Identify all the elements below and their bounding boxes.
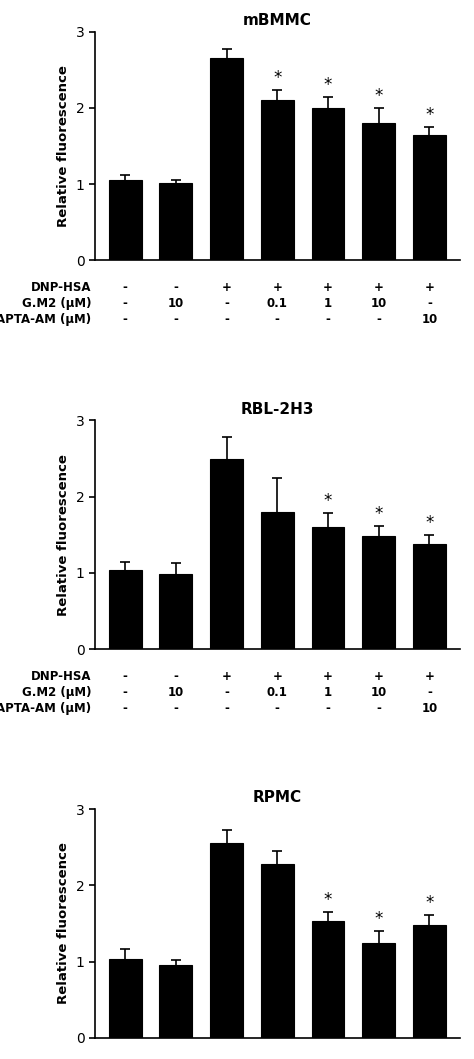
Text: *: * xyxy=(425,894,434,912)
Text: +: + xyxy=(273,670,282,683)
Bar xyxy=(210,843,243,1038)
Bar xyxy=(413,925,446,1038)
Text: 10: 10 xyxy=(371,298,387,310)
Text: -: - xyxy=(326,313,330,326)
Text: -: - xyxy=(427,298,432,310)
Text: -: - xyxy=(123,313,128,326)
Text: +: + xyxy=(424,670,434,683)
Bar xyxy=(311,921,345,1038)
Text: +: + xyxy=(424,282,434,294)
Text: BAPTA-AM (μM): BAPTA-AM (μM) xyxy=(0,313,91,326)
Text: 10: 10 xyxy=(168,686,184,699)
Text: -: - xyxy=(275,313,280,326)
Bar xyxy=(311,108,345,261)
Bar xyxy=(362,536,395,649)
Title: mBMMC: mBMMC xyxy=(243,13,312,28)
Text: 10: 10 xyxy=(421,702,438,715)
Text: -: - xyxy=(224,298,229,310)
Text: *: * xyxy=(425,106,434,124)
Bar xyxy=(210,459,243,649)
Text: *: * xyxy=(324,891,332,909)
Bar xyxy=(413,134,446,261)
Bar xyxy=(362,123,395,261)
Text: *: * xyxy=(425,514,434,532)
Text: -: - xyxy=(224,313,229,326)
Bar xyxy=(159,574,192,649)
Text: 1: 1 xyxy=(324,686,332,699)
Text: *: * xyxy=(324,492,332,510)
Text: +: + xyxy=(323,670,333,683)
Y-axis label: Relative fluorescence: Relative fluorescence xyxy=(57,66,70,227)
Text: 10: 10 xyxy=(421,313,438,326)
Text: DNP-HSA: DNP-HSA xyxy=(31,670,91,683)
Text: -: - xyxy=(123,686,128,699)
Text: +: + xyxy=(323,282,333,294)
Text: -: - xyxy=(224,702,229,715)
Bar xyxy=(109,570,142,649)
Text: *: * xyxy=(374,504,383,522)
Text: -: - xyxy=(123,670,128,683)
Text: *: * xyxy=(374,87,383,105)
Bar xyxy=(311,527,345,649)
Text: 1: 1 xyxy=(324,298,332,310)
Bar xyxy=(362,943,395,1038)
Text: -: - xyxy=(123,702,128,715)
Bar xyxy=(159,966,192,1038)
Text: -: - xyxy=(173,702,178,715)
Bar xyxy=(109,958,142,1038)
Bar xyxy=(109,180,142,261)
Bar xyxy=(261,864,294,1038)
Bar xyxy=(261,101,294,261)
Text: +: + xyxy=(222,282,231,294)
Text: *: * xyxy=(273,70,282,88)
Text: -: - xyxy=(427,686,432,699)
Text: G.M2 (μM): G.M2 (μM) xyxy=(22,298,91,310)
Bar xyxy=(413,544,446,649)
Text: *: * xyxy=(374,910,383,928)
Text: G.M2 (μM): G.M2 (μM) xyxy=(22,686,91,699)
Text: -: - xyxy=(123,298,128,310)
Text: -: - xyxy=(173,670,178,683)
Text: -: - xyxy=(376,313,381,326)
Text: -: - xyxy=(224,686,229,699)
Bar xyxy=(159,183,192,261)
Text: -: - xyxy=(173,313,178,326)
Text: +: + xyxy=(374,282,383,294)
Text: -: - xyxy=(275,702,280,715)
Text: +: + xyxy=(273,282,282,294)
Text: DNP-HSA: DNP-HSA xyxy=(31,282,91,294)
Text: BAPTA-AM (μM): BAPTA-AM (μM) xyxy=(0,702,91,715)
Text: +: + xyxy=(222,670,231,683)
Text: *: * xyxy=(324,75,332,93)
Y-axis label: Relative fluorescence: Relative fluorescence xyxy=(57,843,70,1004)
Title: RBL-2H3: RBL-2H3 xyxy=(240,401,314,416)
Text: -: - xyxy=(376,702,381,715)
Bar xyxy=(210,58,243,261)
Text: -: - xyxy=(173,282,178,294)
Text: 0.1: 0.1 xyxy=(267,298,288,310)
Title: RPMC: RPMC xyxy=(253,790,302,805)
Text: -: - xyxy=(326,702,330,715)
Text: 10: 10 xyxy=(168,298,184,310)
Y-axis label: Relative fluorescence: Relative fluorescence xyxy=(57,454,70,615)
Text: 10: 10 xyxy=(371,686,387,699)
Text: -: - xyxy=(123,282,128,294)
Text: +: + xyxy=(374,670,383,683)
Bar xyxy=(261,511,294,649)
Text: 0.1: 0.1 xyxy=(267,686,288,699)
